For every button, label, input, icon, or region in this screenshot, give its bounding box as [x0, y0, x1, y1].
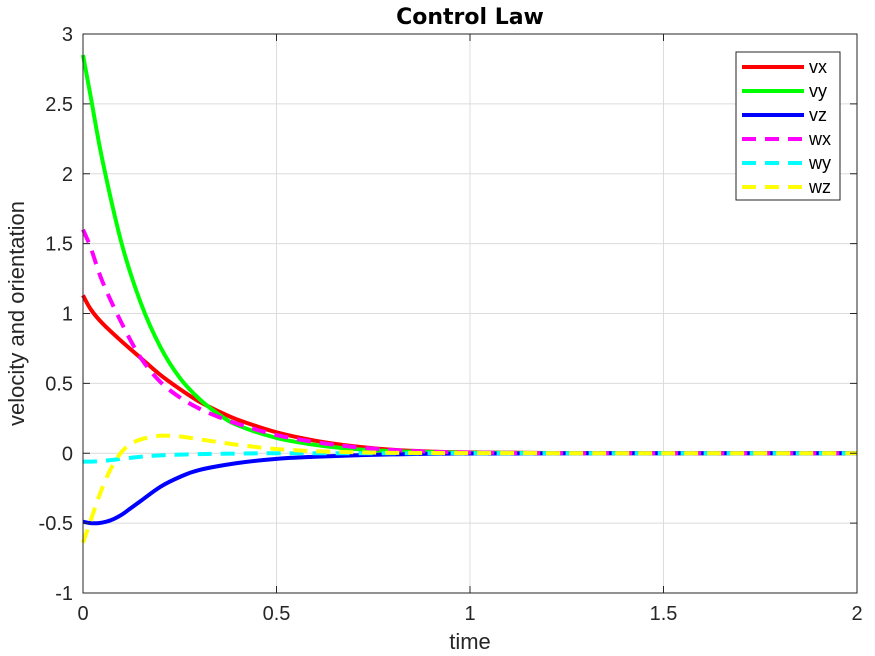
x-axis-label: time	[449, 629, 491, 654]
legend-label-vx: vx	[809, 57, 827, 77]
y-tick-label: 1.5	[45, 234, 73, 256]
y-tick-label: 2.5	[45, 94, 73, 116]
legend-label-wy: wy	[808, 153, 831, 173]
legend-label-wx: wx	[808, 129, 831, 149]
x-tick-label: 0.5	[263, 603, 291, 625]
legend: vx vy vz wx wy wz	[735, 51, 841, 201]
x-tick-label: 0	[77, 603, 88, 625]
series-line-wz	[81, 433, 858, 544]
legend-label-wz: wz	[808, 177, 831, 197]
x-tick-label: 1.5	[650, 603, 678, 625]
x-tick-label: 2	[851, 603, 862, 625]
legend-box	[735, 51, 841, 201]
y-tick-label: 2	[62, 164, 73, 186]
x-tick-label: 1	[464, 603, 475, 625]
plot-series	[81, 54, 858, 544]
y-tick-label: 0.5	[45, 373, 73, 395]
axis-ticks: 0 0.5 1 1.5 2 -1 -0.5 0 0.5 1 1.5 2 2.5 3	[39, 24, 863, 625]
y-tick-label: 3	[62, 24, 73, 46]
y-tick-label: -1	[55, 583, 73, 605]
chart-title: Control Law	[396, 5, 544, 30]
y-tick-label: 1	[62, 304, 73, 326]
y-axis-label: velocity and orientation	[4, 201, 29, 426]
y-tick-label: 0	[62, 443, 73, 465]
y-tick-label: -0.5	[39, 513, 73, 535]
legend-label-vz: vz	[809, 105, 827, 125]
series-line-wy	[82, 451, 857, 464]
legend-label-vy: vy	[809, 81, 827, 101]
